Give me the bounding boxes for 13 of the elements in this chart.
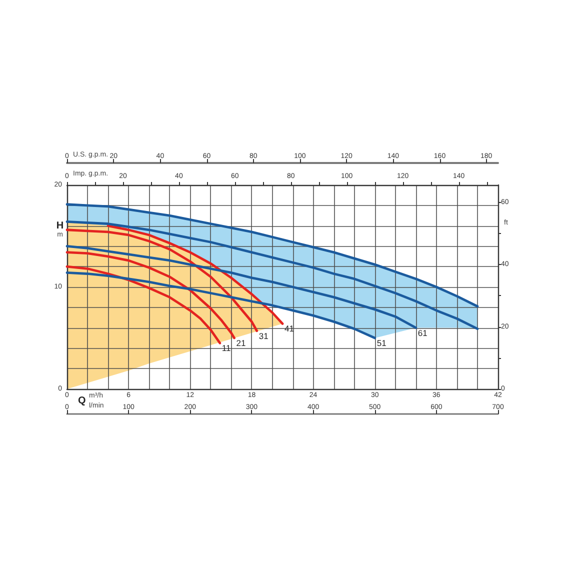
line-series	[66, 251, 236, 340]
text: H	[56, 220, 64, 232]
series-label: 21	[236, 338, 246, 348]
line-series	[66, 272, 376, 340]
line-series	[66, 220, 479, 330]
series-label: 51	[376, 338, 387, 348]
line-series	[66, 265, 222, 344]
text: Q	[78, 396, 86, 406]
series-label: 61	[418, 328, 428, 338]
line-series	[66, 203, 479, 308]
series-label: 31	[258, 330, 269, 341]
line-series	[66, 228, 258, 332]
line-series	[106, 224, 284, 325]
